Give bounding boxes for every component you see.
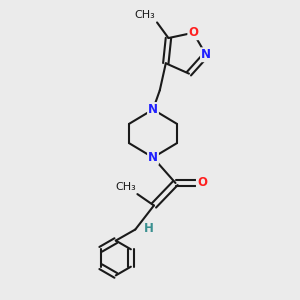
Text: CH₃: CH₃ <box>135 10 155 20</box>
Text: CH₃: CH₃ <box>115 182 136 192</box>
Text: H: H <box>144 222 154 236</box>
Text: O: O <box>197 176 207 190</box>
Text: N: N <box>148 103 158 116</box>
Text: O: O <box>188 26 198 39</box>
Text: N: N <box>148 151 158 164</box>
Text: N: N <box>201 48 211 61</box>
